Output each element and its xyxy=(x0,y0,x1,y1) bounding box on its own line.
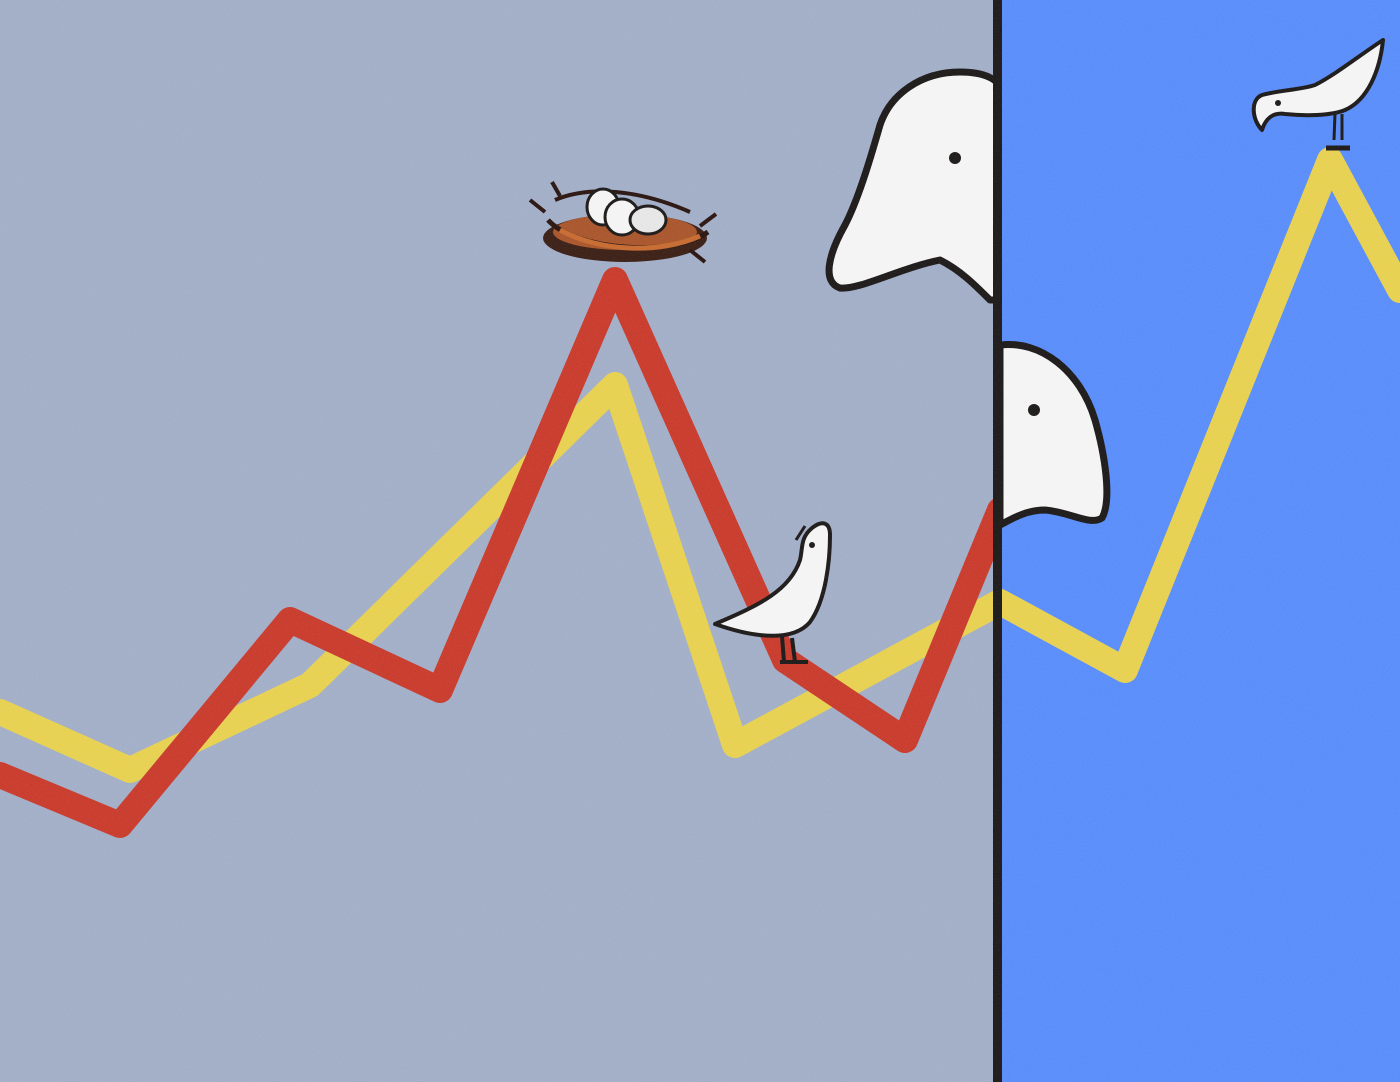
illustration xyxy=(0,0,1400,1082)
